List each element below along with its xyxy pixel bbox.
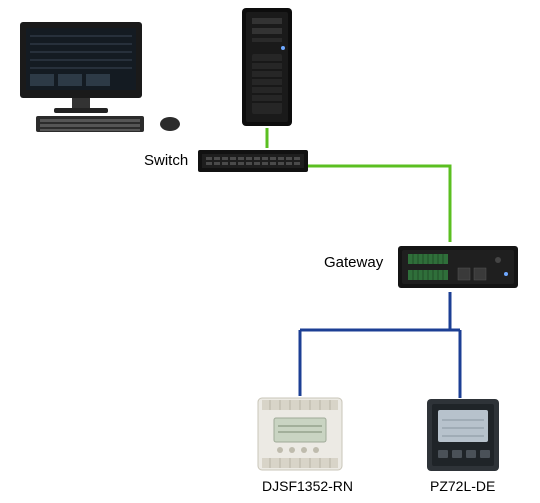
switch-icon xyxy=(198,148,308,174)
meter-pz72l-node xyxy=(426,398,500,472)
meter2-label: PZ72L-DE xyxy=(430,478,495,494)
server-node xyxy=(238,8,296,130)
monitor-icon xyxy=(18,22,188,134)
gateway-node xyxy=(398,242,518,292)
din-meter-icon xyxy=(256,396,344,472)
switch-label: Switch xyxy=(144,152,188,169)
workstation-node xyxy=(18,22,188,134)
switch-node xyxy=(198,148,308,174)
meter1-label: DJSF1352-RN xyxy=(262,478,353,494)
gateway-label: Gateway xyxy=(324,254,383,271)
server-tower-icon xyxy=(238,8,296,130)
meter-djsf1352-node xyxy=(256,396,344,472)
panel-meter-icon xyxy=(426,398,500,472)
gateway-icon xyxy=(398,242,518,292)
